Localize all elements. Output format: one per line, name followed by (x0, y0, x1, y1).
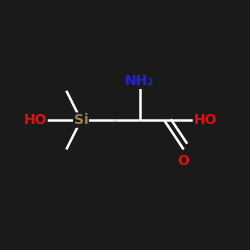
Text: HO: HO (194, 113, 217, 127)
Text: HO: HO (23, 113, 47, 127)
Text: NH₂: NH₂ (125, 74, 154, 88)
Text: Si: Si (74, 113, 88, 127)
Text: O: O (178, 154, 190, 168)
